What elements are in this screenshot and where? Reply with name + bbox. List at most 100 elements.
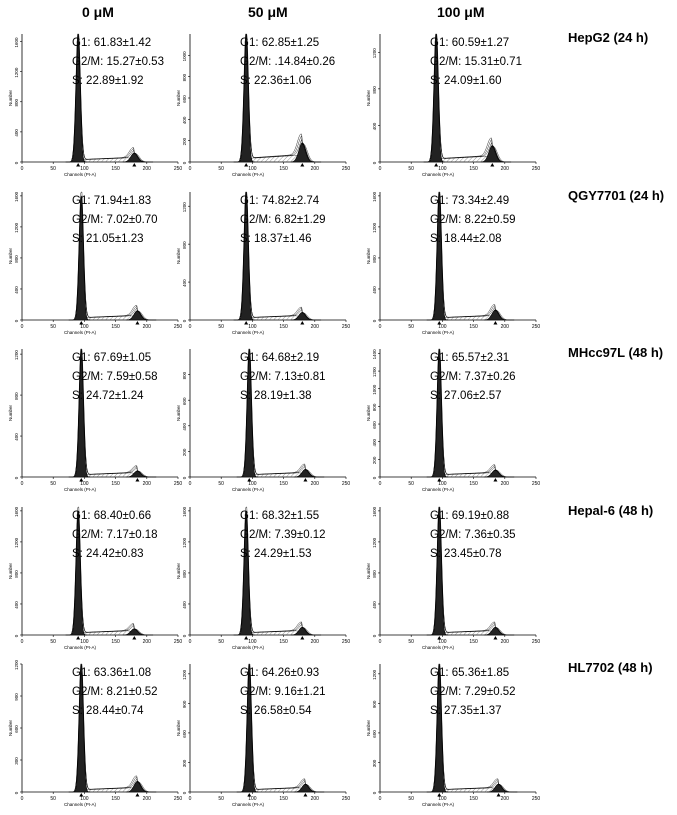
histogram-plot: 0 400 800 1200 Number 0 50 100 150 200 250 Channels… bbox=[8, 348, 182, 492]
y-axis-label: Number bbox=[366, 248, 371, 265]
y-tick-label: 800 bbox=[182, 570, 187, 578]
x-tick-label: 100 bbox=[80, 639, 89, 645]
x-tick-label: 50 bbox=[408, 166, 414, 172]
stats-block: G1: 65.57±2.31 G2/M: 7.37±0.26 S: 27.06±2.… bbox=[430, 349, 516, 406]
stat-s: S: 28.44±0.74 bbox=[72, 705, 144, 717]
y-tick-label: 400 bbox=[372, 438, 377, 446]
x-tick-label: 0 bbox=[189, 166, 192, 172]
stat-s: S: 27.06±2.57 bbox=[430, 390, 502, 402]
y-tick-label: 400 bbox=[372, 286, 377, 294]
y-tick-label: 200 bbox=[182, 137, 187, 145]
y-tick-label: 1200 bbox=[372, 669, 377, 680]
x-tick-label: 0 bbox=[189, 481, 192, 487]
y-tick-label: 1200 bbox=[14, 659, 19, 670]
y-axis-label: Number bbox=[366, 563, 371, 580]
histogram-outline bbox=[426, 506, 515, 636]
x-axis-label: Channels (PI-A) bbox=[64, 645, 97, 650]
x-tick-label: 50 bbox=[218, 796, 224, 802]
peak-marker bbox=[303, 793, 308, 797]
x-tick-label: 150 bbox=[469, 324, 478, 330]
y-tick-label: 0 bbox=[182, 161, 187, 164]
x-tick-label: 0 bbox=[189, 324, 192, 330]
stat-s: S: 18.44±2.08 bbox=[430, 233, 502, 245]
y-tick-label: 800 bbox=[182, 241, 187, 249]
x-tick-label: 100 bbox=[248, 639, 257, 645]
histogram-panel: 0 400 800 1200 Number 0 50 100 150 200 250 Channels… bbox=[8, 345, 183, 495]
x-tick-label: 200 bbox=[501, 796, 510, 802]
x-tick-label: 150 bbox=[279, 796, 288, 802]
histogram-plot: 0 300 600 900 1200 Number 0 50 100 150 200 250 Chann… bbox=[366, 663, 540, 807]
x-tick-label: 150 bbox=[111, 324, 120, 330]
histogram-panel: 0 400 800 1200 1600 Number 0 50 100 150 200 250 Chan… bbox=[366, 188, 541, 338]
x-tick-label: 150 bbox=[279, 324, 288, 330]
y-tick-label: 0 bbox=[14, 319, 19, 322]
row-header-4: HL7702 (48 h) bbox=[568, 660, 653, 675]
x-tick-label: 200 bbox=[501, 166, 510, 172]
peak-marker bbox=[244, 636, 249, 640]
histogram-outline bbox=[233, 33, 322, 163]
y-tick-label: 1400 bbox=[372, 349, 377, 360]
stats-block: G1: 67.69±1.05 G2/M: 7.59±0.58 S: 24.72±1.… bbox=[72, 349, 158, 406]
row-header-1: QGY7701 (24 h) bbox=[568, 188, 665, 203]
y-tick-label: 0 bbox=[372, 319, 377, 322]
x-tick-label: 0 bbox=[21, 639, 24, 645]
row-header-0: HepG2 (24 h) bbox=[568, 30, 649, 45]
stat-g2m: G2/M: 8.22±0.59 bbox=[430, 214, 516, 226]
peak-marker bbox=[247, 478, 252, 482]
x-tick-label: 200 bbox=[311, 166, 320, 172]
stat-g1: G1: 62.85±1.25 bbox=[240, 37, 320, 49]
histogram-outline bbox=[426, 200, 515, 321]
histogram-outline bbox=[68, 672, 157, 793]
stat-s: S: 24.42±0.83 bbox=[72, 548, 144, 560]
histogram-outline bbox=[68, 191, 157, 321]
peak-marker bbox=[244, 163, 249, 167]
x-tick-label: 200 bbox=[143, 324, 152, 330]
y-tick-label: 1600 bbox=[14, 37, 19, 48]
y-tick-label: 800 bbox=[14, 570, 19, 578]
x-tick-label: 50 bbox=[50, 481, 56, 487]
histogram-panel: 0 400 800 1200 1600 Number 0 50 100 150 200 250 Chan… bbox=[8, 188, 183, 338]
histogram-outline bbox=[426, 672, 518, 793]
y-axis-label: Number bbox=[8, 563, 13, 580]
histogram-outline bbox=[233, 191, 322, 321]
stats-block: G1: 69.19±0.88 G2/M: 7.36±0.35 S: 23.45±0.… bbox=[430, 507, 516, 564]
histogram-outline bbox=[236, 357, 325, 478]
y-tick-label: 800 bbox=[372, 86, 377, 94]
histogram-outline bbox=[65, 519, 154, 636]
y-tick-label: 1200 bbox=[372, 537, 377, 548]
histogram-panel: 0 400 800 1200 1600 Number 0 50 100 150 200 250 Chan… bbox=[8, 503, 183, 653]
column-header-0: 0 μM bbox=[82, 4, 114, 20]
y-tick-label: 0 bbox=[14, 791, 19, 794]
x-tick-label: 0 bbox=[379, 639, 382, 645]
y-tick-label: 800 bbox=[182, 371, 187, 379]
y-tick-label: 400 bbox=[372, 601, 377, 609]
x-axis-label: Channels (PI-A) bbox=[232, 172, 265, 177]
y-tick-label: 0 bbox=[14, 634, 19, 637]
x-axis-label: Channels (PI-A) bbox=[422, 330, 455, 335]
y-tick-label: 800 bbox=[372, 570, 377, 578]
x-tick-label: 100 bbox=[80, 324, 89, 330]
y-tick-label: 1200 bbox=[182, 537, 187, 548]
histogram-outline bbox=[426, 357, 515, 478]
x-tick-label: 150 bbox=[111, 166, 120, 172]
histogram-plot: 0 200 400 600 800 1000 1200 1400 Number 0 50 100 150… bbox=[366, 348, 540, 492]
stat-g2m: G2/M: 7.02±0.70 bbox=[72, 214, 158, 226]
g1-peak bbox=[236, 33, 256, 163]
histogram-outline bbox=[65, 506, 154, 636]
y-tick-label: 200 bbox=[372, 456, 377, 464]
column-header-2: 100 μM bbox=[437, 4, 485, 20]
x-tick-label: 100 bbox=[248, 166, 257, 172]
stat-g2m: G2/M: 7.59±0.58 bbox=[72, 371, 158, 383]
y-tick-label: 600 bbox=[182, 95, 187, 103]
x-tick-label: 150 bbox=[469, 481, 478, 487]
peak-marker bbox=[76, 163, 81, 167]
x-tick-label: 50 bbox=[408, 639, 414, 645]
x-tick-label: 50 bbox=[218, 166, 224, 172]
x-axis-label: Channels (PI-A) bbox=[232, 487, 265, 492]
histogram-plot: 0 400 800 1200 Number 0 50 100 150 200 250 Channels… bbox=[176, 191, 350, 335]
x-tick-label: 0 bbox=[21, 481, 24, 487]
y-tick-label: 800 bbox=[182, 73, 187, 81]
peak-marker bbox=[135, 321, 140, 325]
y-tick-label: 400 bbox=[14, 601, 19, 609]
stats-block: G1: 61.83±1.42 G2/M: 15.27±0.53 S: 22.89±1… bbox=[72, 34, 164, 91]
